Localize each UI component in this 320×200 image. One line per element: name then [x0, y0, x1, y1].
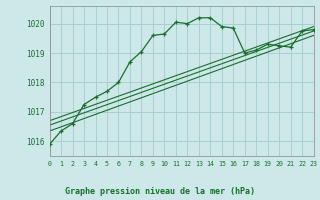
Text: Graphe pression niveau de la mer (hPa): Graphe pression niveau de la mer (hPa) [65, 187, 255, 196]
